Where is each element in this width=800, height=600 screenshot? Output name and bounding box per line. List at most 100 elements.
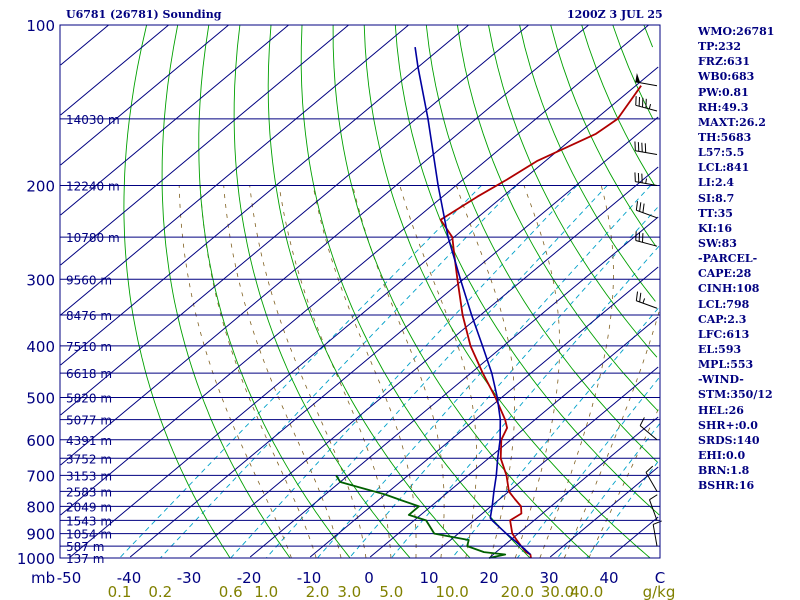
moist-adiabat-line [399, 185, 478, 559]
plot-frame [59, 24, 661, 559]
height-label: 12240 m [66, 179, 120, 193]
mixing-ratio-line [348, 207, 658, 559]
mixing-ratio-tick-label: 10.0 [435, 583, 468, 600]
wind-barb-half-flag [648, 103, 652, 110]
dry-adiabat-line [394, 24, 660, 516]
moist-adiabat-line [312, 185, 417, 559]
mixing-ratio-tick-label: 0.6 [219, 583, 243, 600]
mixing-ratio-line [159, 185, 517, 559]
height-label: 9560 m [66, 273, 112, 287]
wind-barb [639, 417, 658, 441]
wind-barb-staff [649, 499, 658, 521]
mixing-ratio-tick-label: 0.1 [108, 583, 132, 600]
index-item: LCL:798 [698, 297, 750, 311]
index-item: -WIND- [698, 373, 744, 387]
isotherm-line [60, 24, 589, 466]
mixing-ratio-tick-label: 30.0 [541, 583, 574, 600]
isotherm-line [549, 466, 659, 558]
index-item: LCL:841 [698, 161, 750, 175]
temperature-tick-label: -50 [57, 569, 82, 587]
pressure-tick-label: 600 [26, 432, 55, 450]
temperature-tick-label: -30 [177, 569, 202, 587]
isotherm-line [249, 216, 659, 558]
height-label: 1054 m [66, 528, 112, 542]
dry-adiabat-line [233, 24, 411, 559]
isotherm-line [489, 416, 659, 558]
index-item: LI:2.4 [698, 176, 735, 190]
wind-barb-staff [636, 209, 658, 219]
wind-barb-staff [635, 240, 658, 247]
index-item: LFC:613 [698, 327, 750, 341]
height-label: 5077 m [66, 414, 112, 428]
index-item: EHI:0.0 [698, 448, 746, 462]
wind-barbs [634, 73, 662, 547]
height-label: 8476 m [66, 309, 112, 323]
index-item: MAXT:26.2 [698, 115, 766, 129]
temperature-tick-label: 0 [364, 569, 374, 587]
wind-barb [634, 141, 658, 156]
height-label: 4391 m [66, 434, 112, 448]
index-item: HEL:26 [698, 403, 744, 417]
wind-barb-flag [635, 201, 639, 211]
dry-adiabat-line [198, 24, 351, 559]
index-item: BRN:1.8 [698, 464, 750, 478]
mixing-ratio-tick-label: 5.0 [379, 583, 403, 600]
temperature-tick-label: -20 [237, 569, 262, 587]
index-item: PW:0.81 [698, 85, 749, 99]
valid-time: 1200Z 3 JUL 25 [567, 8, 663, 21]
wind-barb-staff [636, 300, 658, 309]
dewpoint-trace [335, 474, 507, 559]
mixing-ratio-tick-label: 0.2 [148, 583, 172, 600]
parcel-trace [414, 46, 531, 556]
moist-adiabat-line [249, 185, 367, 559]
height-label: 2049 m [66, 500, 112, 514]
height-label: 6618 m [66, 367, 112, 381]
temperature-tick-label: 10 [419, 569, 438, 587]
isotherm-line [60, 24, 649, 516]
moist-adiabat-line [514, 185, 560, 559]
height-label: 137 m [66, 552, 104, 566]
wind-barb-flag [649, 494, 658, 501]
mixing-ratio-line [390, 245, 660, 559]
height-label: 587 m [66, 540, 104, 554]
index-item: EL:593 [698, 342, 742, 356]
isotherm-line [60, 24, 229, 166]
wind-barb-flag [635, 291, 639, 301]
index-item: -PARCEL- [698, 252, 758, 266]
dry-adiabat-line [581, 24, 655, 186]
moist-adiabat-line [200, 185, 317, 559]
dry-adiabat-line [425, 24, 658, 463]
index-item: WB0:683 [698, 70, 755, 84]
mixing-ratio-line [317, 185, 652, 559]
temperature-trace [439, 85, 642, 559]
mixing-ratio-tick-label: 40.0 [570, 583, 603, 600]
wind-barb-staff [635, 150, 658, 156]
index-item: RH:49.3 [698, 100, 749, 114]
mixing-ratio-line [119, 185, 482, 559]
wind-barb-staff [639, 425, 658, 441]
wind-barb-flag [639, 202, 642, 212]
wind-barb-flag [645, 465, 654, 473]
index-item: SW:83 [698, 236, 737, 250]
wind-barb [645, 465, 658, 492]
mixing-ratio-tick-label: 2.0 [306, 583, 330, 600]
dry-adiabat-line [519, 24, 656, 302]
height-label: 14030 m [66, 113, 120, 127]
dry-adiabat-line [643, 24, 654, 48]
mixing-ratio-line [230, 185, 578, 559]
pressure-tick-label: 500 [26, 390, 55, 408]
isotherm-line [429, 366, 659, 558]
isotherm-line [60, 24, 529, 416]
moist-adiabat-line [455, 185, 515, 559]
pressure-tick-label: 700 [26, 467, 55, 485]
index-item: SHR+:0.0 [698, 418, 758, 432]
wind-barb-staff [635, 104, 658, 112]
isotherm-line [60, 24, 469, 366]
chart-background-lines [60, 24, 661, 559]
temperature-tick-label: 20 [479, 569, 498, 587]
mixing-ratio-line [586, 461, 659, 559]
dry-adiabat-line [550, 24, 657, 247]
index-item: BSHR:16 [698, 479, 755, 493]
height-label: 3752 m [66, 452, 112, 466]
